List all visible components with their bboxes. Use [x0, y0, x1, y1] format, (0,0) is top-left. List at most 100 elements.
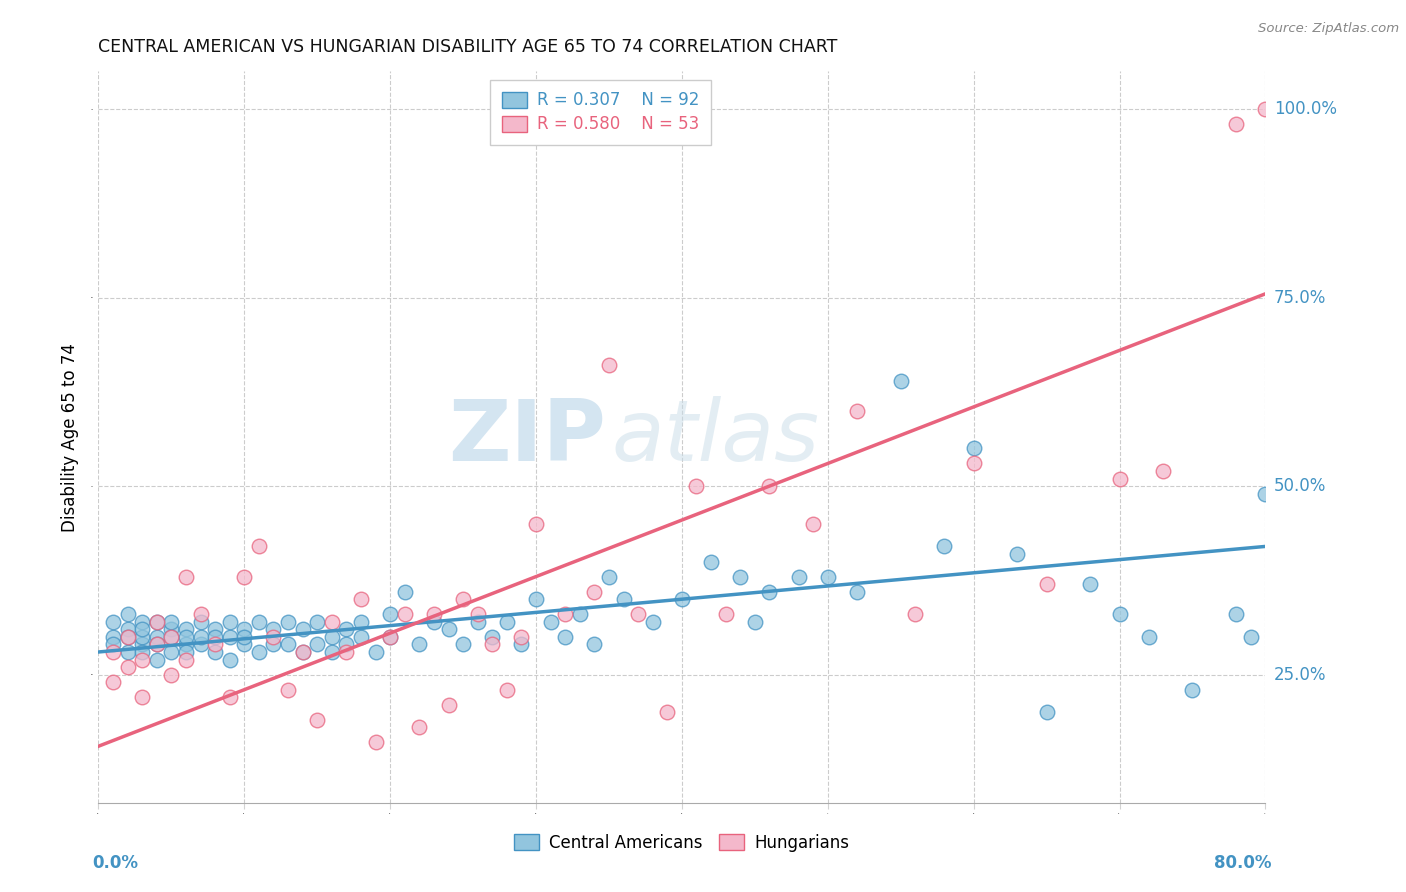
Point [380, 630, 402, 644]
Point [380, 630, 402, 644]
Text: 50.0%: 50.0% [1274, 477, 1326, 495]
Point [160, 667, 183, 681]
Point [146, 615, 169, 629]
Point [204, 630, 226, 644]
Point [160, 623, 183, 637]
Point [233, 623, 256, 637]
Point [233, 637, 256, 651]
Point [307, 637, 329, 651]
Point [174, 645, 197, 659]
Point [524, 592, 547, 607]
Point [394, 584, 416, 599]
Point [277, 637, 299, 651]
Point [380, 607, 402, 622]
Point [364, 735, 387, 749]
Point [117, 630, 139, 644]
Point [496, 615, 519, 629]
Point [890, 374, 912, 388]
Point [1225, 117, 1247, 131]
Point [291, 645, 314, 659]
Point [277, 615, 299, 629]
Text: ZIP: ZIP [449, 395, 606, 479]
Point [1007, 547, 1029, 561]
Text: 75.0%: 75.0% [1274, 289, 1326, 307]
Point [101, 615, 124, 629]
Point [233, 569, 256, 583]
Point [218, 630, 240, 644]
Point [321, 615, 343, 629]
Point [233, 630, 256, 644]
Point [247, 645, 270, 659]
Point [510, 637, 533, 651]
Point [598, 569, 620, 583]
Point [131, 645, 153, 659]
Point [174, 569, 197, 583]
Point [451, 592, 474, 607]
Text: atlas: atlas [612, 395, 820, 479]
Text: 25.0%: 25.0% [1274, 665, 1326, 683]
Point [131, 615, 153, 629]
Point [598, 359, 620, 373]
Point [174, 637, 197, 651]
Point [510, 630, 533, 644]
Point [583, 584, 606, 599]
Point [262, 637, 284, 651]
Point [101, 630, 124, 644]
Text: 0.0%: 0.0% [93, 854, 139, 872]
Point [307, 713, 329, 727]
Point [146, 652, 169, 666]
Point [641, 615, 664, 629]
Point [307, 615, 329, 629]
Point [335, 637, 357, 651]
Point [190, 607, 212, 622]
Point [350, 615, 373, 629]
Point [291, 645, 314, 659]
Point [131, 652, 153, 666]
Point [131, 637, 153, 651]
Point [758, 584, 780, 599]
Point [1152, 464, 1174, 478]
Point [1080, 577, 1102, 591]
Point [131, 690, 153, 705]
Point [685, 479, 707, 493]
Point [131, 630, 153, 644]
Point [554, 607, 576, 622]
Point [335, 645, 357, 659]
Point [467, 607, 489, 622]
Point [481, 630, 503, 644]
Point [131, 623, 153, 637]
Point [451, 637, 474, 651]
Point [350, 592, 373, 607]
Point [408, 637, 430, 651]
Point [1181, 682, 1204, 697]
Point [554, 630, 576, 644]
Point [146, 637, 169, 651]
Point [801, 516, 824, 531]
Point [101, 637, 124, 651]
Point [160, 645, 183, 659]
Point [204, 623, 226, 637]
Point [262, 623, 284, 637]
Point [101, 645, 124, 659]
Point [817, 569, 839, 583]
Point [247, 540, 270, 554]
Point [204, 637, 226, 651]
Point [423, 607, 446, 622]
Point [540, 615, 562, 629]
Point [117, 660, 139, 674]
Point [962, 457, 984, 471]
Point [1240, 630, 1263, 644]
Point [437, 623, 460, 637]
Point [437, 698, 460, 712]
Point [758, 479, 780, 493]
Point [117, 607, 139, 622]
Point [350, 630, 373, 644]
Text: 100.0%: 100.0% [1274, 100, 1337, 118]
Point [321, 645, 343, 659]
Point [1137, 630, 1160, 644]
Point [787, 569, 810, 583]
Point [174, 652, 197, 666]
Point [291, 623, 314, 637]
Point [496, 682, 519, 697]
Point [277, 682, 299, 697]
